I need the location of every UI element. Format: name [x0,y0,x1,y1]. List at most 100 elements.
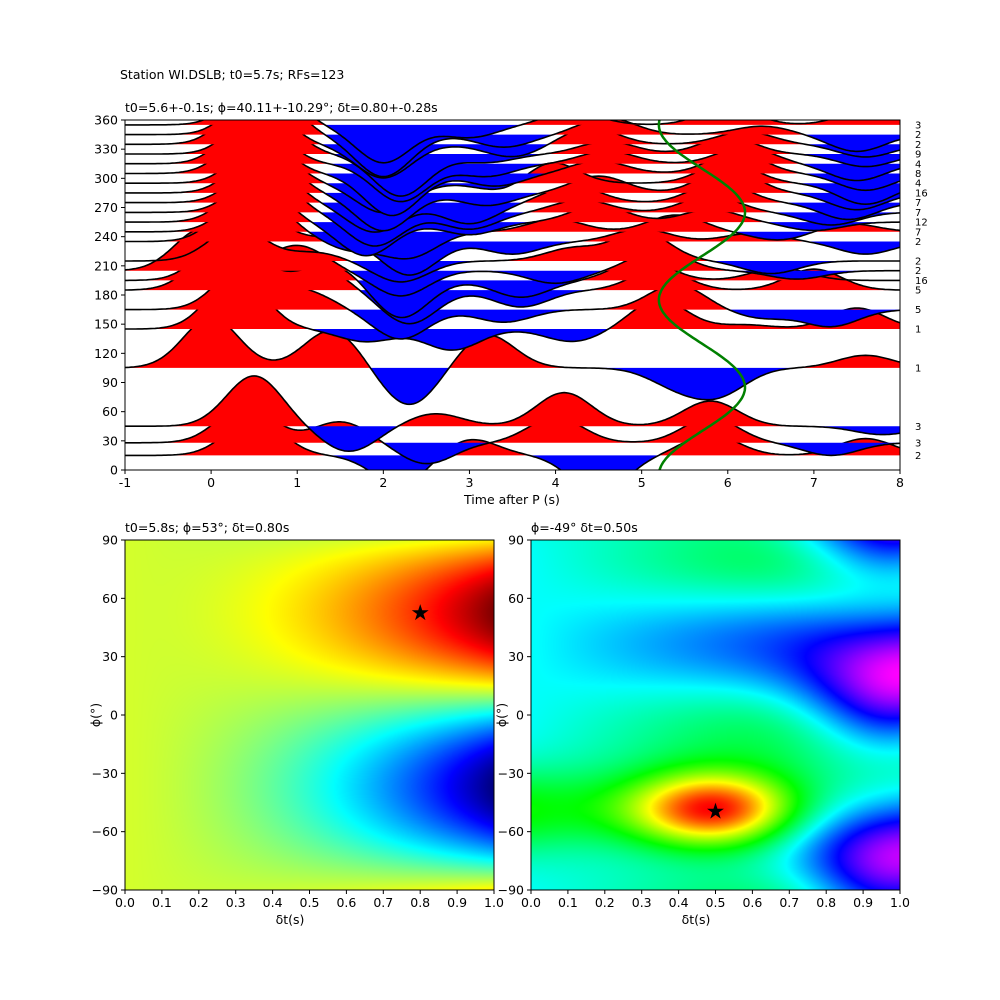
y-tick-label: 30 [508,649,524,664]
right-y-axis-label: ϕ(°) [494,703,509,727]
y-tick-label: 30 [102,649,118,664]
y-tick-label: 270 [94,200,118,215]
trace-count-label: 2 [915,140,921,151]
trace-count-label: 9 [915,150,921,161]
y-tick-label: 330 [94,142,118,157]
rf-trace-negative-fill [125,367,900,405]
x-tick-label: 0.1 [152,895,172,910]
x-tick-label: 0.3 [632,895,652,910]
trace-count-label: 8 [915,169,921,180]
trace-count-label: 2 [915,256,921,267]
y-tick-label: 300 [94,171,118,186]
x-tick-label: 0.7 [373,895,393,910]
rf-y-axis: 0 30 60 90 120 150 180 210 240 270 300 330 360 [94,113,125,478]
y-tick-label: −90 [498,883,524,898]
right-y-axis: −90 −60 −30 0 30 60 90 [498,533,531,898]
y-tick-label: −90 [92,883,118,898]
rf-trace-line [125,375,900,453]
rf-trace-negative-fill [125,455,900,470]
x-tick-label: 0.5 [300,895,320,910]
x-tick-label: 0.6 [742,895,762,910]
x-tick-label: 0.4 [669,895,689,910]
x-tick-label: 0 [207,475,215,490]
x-tick-label: 0.0 [521,895,541,910]
rf-trace-negative-fill [125,183,900,213]
rf-x-axis: -1 0 1 2 3 4 5 6 7 8 [119,470,904,490]
right-x-axis: 0.0 0.1 0.2 0.3 0.4 0.5 0.6 0.7 0.8 0.9 1.0 [521,890,910,910]
x-tick-label: 0.8 [410,895,430,910]
y-tick-label: 60 [102,591,118,606]
y-tick-label: −30 [92,766,118,781]
y-tick-label: 240 [94,229,118,244]
y-tick-label: 90 [508,533,524,548]
x-tick-label: 0.8 [816,895,836,910]
rf-trace-line [125,120,831,164]
x-tick-label: 2 [379,475,387,490]
trace-count-label: 1 [915,325,921,336]
trace-count-label: 7 [915,227,921,238]
x-tick-label: 1.0 [484,895,504,910]
trace-count-label: 1 [915,363,921,374]
rf-trace-positive-fill [125,317,900,368]
y-tick-label: 0 [110,463,118,478]
trace-count-label: 2 [915,237,921,248]
y-tick-label: 30 [102,433,118,448]
x-tick-label: 3 [465,475,473,490]
y-tick-label: 90 [102,375,118,390]
x-tick-label: 0.9 [447,895,467,910]
rf-trace [125,120,900,164]
y-tick-label: −30 [498,766,524,781]
rf-trace-negative-fill [125,309,900,339]
x-tick-label: -1 [119,475,131,490]
rf-traces [125,120,900,470]
x-tick-label: 1.0 [890,895,910,910]
rf-trace-negative-fill [125,202,900,233]
grid-search-right-panel: ϕ=-49° δt=0.50s 0.0 0.1 0.2 0.3 0.4 0.5 0.6 0.7… [494,520,910,927]
left-x-axis: 0.0 0.1 0.2 0.3 0.4 0.5 0.6 0.7 0.8 0.9 1.0 [115,890,504,910]
trace-count-label: 3 [915,120,921,131]
trace-count-label: 5 [915,305,921,316]
x-tick-label: 0.6 [336,895,356,910]
trace-count-label: 4 [915,179,921,190]
trace-count-label: 3 [915,438,921,449]
rf-trace-negative-fill [125,426,900,452]
rf-trace-line [125,120,900,178]
trace-count-label: 2 [915,266,921,277]
rf-trace-negative-fill [125,134,900,177]
x-tick-label: 0.2 [189,895,209,910]
rf-trace-positive-fill [125,120,900,155]
right-heatmap-image [531,540,900,890]
moveout-fit-curve [657,120,747,470]
rf-trace [125,316,900,406]
x-tick-label: 1 [293,475,301,490]
x-tick-label: 5 [638,475,646,490]
y-tick-label: 360 [94,113,118,128]
trace-count-label: 7 [915,198,921,209]
left-y-axis: −90 −60 −30 0 30 60 90 [92,533,125,898]
right-max-star: ★ [706,799,726,824]
y-tick-label: 60 [508,591,524,606]
trace-count-label: 12 [915,218,928,229]
rf-trace-line [125,120,900,179]
y-tick-label: 210 [94,258,118,273]
rf-trace-positive-fill [125,195,900,242]
y-tick-label: −60 [498,824,524,839]
trace-count-label: 7 [915,208,921,219]
x-tick-label: 4 [552,475,560,490]
figure-title: Station WI.DSLB; t0=5.7s; RFs=123 [120,67,344,82]
trace-count-label: 2 [915,451,921,462]
x-tick-label: 0.3 [226,895,246,910]
rf-section-panel: t0=5.6+-0.1s; ϕ=40.11+-10.29°; δt=0.80+-… [94,100,928,507]
rf-trace-negative-fill [125,270,900,296]
x-tick-label: 0.4 [263,895,283,910]
rf-trace [125,375,900,453]
rf-trace-line [125,120,900,197]
trace-count-label: 2 [915,130,921,141]
rf-trace-negative-fill [125,222,900,256]
x-tick-label: 0.1 [558,895,578,910]
x-tick-label: 0.2 [595,895,615,910]
x-tick-label: 8 [896,475,904,490]
left-x-axis-label: δt(s) [276,912,305,927]
